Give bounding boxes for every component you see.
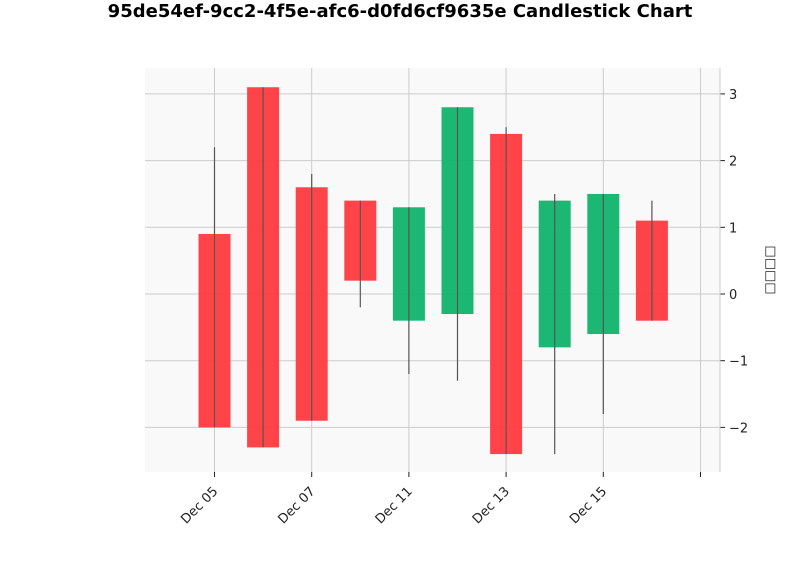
candle [392, 207, 425, 375]
x-tick-label: Dec 11 [373, 484, 416, 527]
x-axis: Dec 05 Dec 07 Dec 11 Dec 13 Dec 15 [178, 472, 701, 527]
candles [198, 87, 668, 455]
candle [441, 107, 474, 381]
x-tick-label: Dec 05 [178, 484, 221, 527]
x-tick-label: Dec 07 [276, 484, 319, 527]
candle [247, 87, 280, 448]
y-tick-label: −1 [729, 355, 748, 370]
y-axis-label: □□□□ [763, 245, 778, 294]
y-tick-label: 0 [729, 288, 737, 303]
candle [490, 127, 523, 455]
x-tick-label: Dec 15 [567, 484, 610, 527]
candle [587, 193, 620, 415]
y-tick-label: −2 [729, 421, 748, 436]
y-tick-label: 3 [729, 88, 737, 103]
candle [198, 147, 231, 428]
candle [538, 193, 571, 455]
chart-title: 95de54ef-9cc2-4f5e-afc6-d0fd6cf9635e Can… [108, 1, 693, 22]
candle [344, 200, 377, 308]
y-tick-label: 1 [729, 221, 737, 236]
y-tick-label: 2 [729, 155, 737, 170]
plot-area [145, 68, 720, 472]
candle [635, 200, 668, 321]
y-axis: −2 −1 0 1 2 3 [719, 68, 748, 472]
candle [295, 173, 328, 421]
x-tick-label: Dec 13 [470, 484, 513, 527]
